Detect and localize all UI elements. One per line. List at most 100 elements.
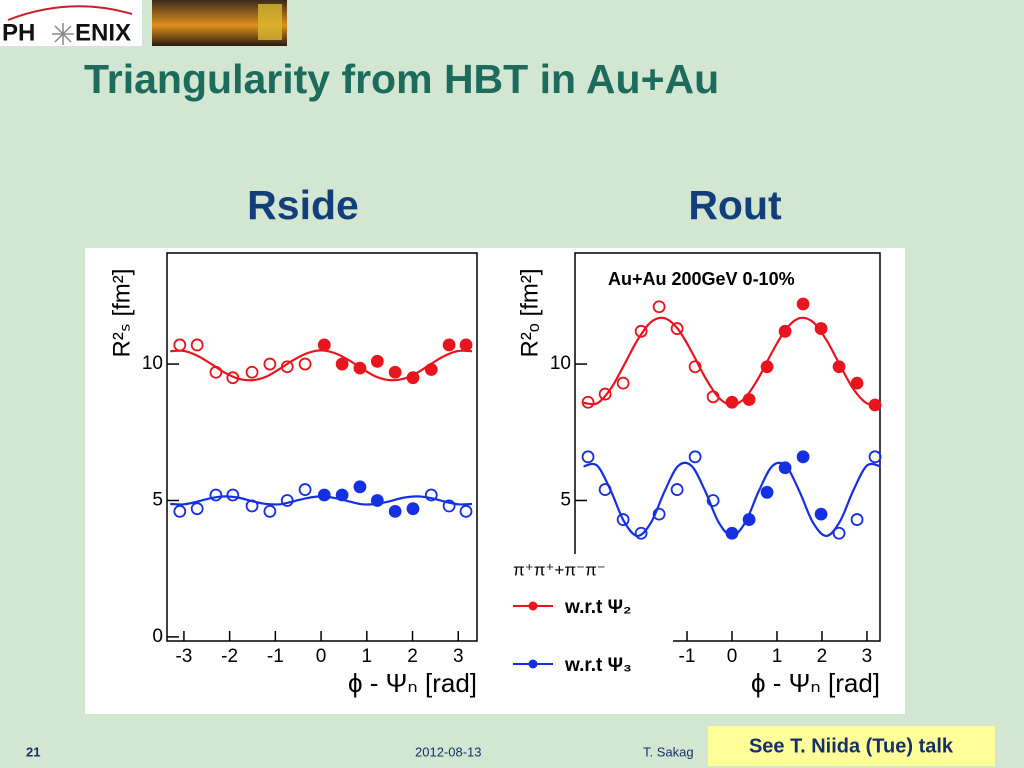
x-tick-label: 1 — [362, 646, 373, 667]
data-point — [670, 483, 684, 496]
x-tick-label: 2 — [407, 646, 418, 667]
data-point — [778, 461, 792, 475]
data-point — [280, 494, 294, 507]
data-point — [209, 365, 223, 379]
logo-text: PH — [2, 19, 35, 46]
data-point — [317, 338, 331, 352]
data-point — [335, 357, 349, 371]
data-point — [190, 502, 204, 516]
footer-date: 2012-08-13 — [415, 744, 482, 759]
data-point — [353, 361, 367, 375]
data-point — [796, 297, 810, 311]
conference-badge — [258, 4, 282, 40]
legend-marker — [528, 659, 538, 669]
data-point — [190, 338, 204, 352]
footer-author: T. Sakag — [643, 744, 694, 759]
data-point — [298, 357, 312, 371]
y-tick-label: 5 — [560, 489, 571, 510]
data-point — [598, 387, 612, 401]
y-tick-label: 10 — [550, 353, 571, 374]
data-point — [868, 450, 882, 464]
data-point — [652, 300, 666, 314]
x-tick-label: 1 — [772, 646, 783, 667]
data-point — [742, 513, 756, 526]
note-box — [708, 726, 995, 766]
data-point — [868, 398, 882, 412]
y-tick-label: 5 — [152, 489, 163, 510]
data-point — [406, 371, 420, 385]
data-point — [652, 507, 666, 521]
data-point — [725, 526, 739, 540]
data-point — [688, 360, 702, 374]
data-point — [263, 504, 277, 518]
data-point — [459, 338, 473, 352]
annotation: Au+Au 200GeV 0-10% — [608, 269, 795, 289]
data-point — [634, 526, 648, 540]
y-tick-label: 0 — [152, 626, 163, 647]
x-tick-label: 2 — [817, 646, 828, 667]
logo-background — [0, 0, 142, 46]
legend-title: π⁺π⁺+π⁻π⁻ — [513, 560, 606, 579]
plot-frame — [574, 252, 881, 642]
data-point — [317, 488, 331, 502]
data-point — [634, 324, 648, 338]
panel-title: Rout — [688, 182, 782, 228]
data-point — [688, 450, 702, 464]
data-point — [796, 450, 810, 464]
data-point — [760, 485, 774, 499]
data-point — [280, 360, 294, 374]
x-tick-label: 0 — [316, 646, 327, 667]
legend-label: w.r.t Ψ₃ — [564, 655, 632, 676]
legend-label: w.r.t Ψ₂ — [564, 597, 631, 618]
data-point — [173, 338, 187, 352]
data-point — [406, 502, 420, 516]
x-tick-label: -3 — [175, 646, 192, 667]
x-axis-label: ϕ - Ψₙ [rad] — [348, 668, 477, 698]
data-point — [616, 376, 630, 390]
data-point — [442, 338, 456, 352]
data-point — [706, 390, 720, 404]
data-point — [459, 504, 473, 518]
data-point — [226, 488, 240, 502]
data-point — [778, 324, 792, 338]
x-axis-label: ϕ - Ψₙ [rad] — [751, 668, 880, 698]
data-point — [706, 494, 720, 507]
data-point — [832, 526, 846, 540]
data-point — [581, 395, 595, 409]
data-point — [370, 354, 384, 368]
data-point — [388, 365, 402, 379]
y-axis-label: R²ₛ [fm²] — [108, 269, 135, 358]
data-point — [335, 488, 349, 502]
data-point — [370, 494, 384, 507]
data-point — [245, 499, 259, 513]
data-point — [298, 483, 312, 496]
figure-background — [85, 248, 905, 714]
plots: Rside 0 5 10 -3 -2 -1 0 1 2 3 R²ₛ [fm²] ϕ - Ψₙ [rad]… — [108, 182, 882, 698]
data-point — [209, 488, 223, 502]
y-tick-label: 10 — [142, 353, 163, 374]
x-tick-label: -1 — [267, 646, 284, 667]
logo-arc — [7, 5, 133, 21]
logo-text: ENIX — [75, 19, 131, 46]
data-point — [424, 488, 438, 502]
legend-marker — [528, 601, 538, 611]
data-point — [850, 376, 864, 390]
note-text: See T. Niida (Tue) talk — [749, 735, 954, 757]
data-point — [173, 504, 187, 518]
data-point — [226, 371, 240, 385]
data-point — [814, 322, 828, 335]
data-point — [442, 499, 456, 513]
plot-frame — [166, 252, 478, 642]
data-point — [581, 450, 595, 464]
x-tick-label: -2 — [221, 646, 238, 667]
data-point — [424, 363, 438, 376]
panel-title: Rside — [247, 182, 359, 228]
data-point — [832, 360, 846, 374]
y-axis-label: R²ₒ [fm²] — [516, 268, 543, 357]
data-point — [598, 483, 612, 496]
x-tick-label: 3 — [453, 646, 464, 667]
data-point — [245, 365, 259, 379]
logo-star — [52, 23, 74, 45]
data-point — [388, 504, 402, 518]
